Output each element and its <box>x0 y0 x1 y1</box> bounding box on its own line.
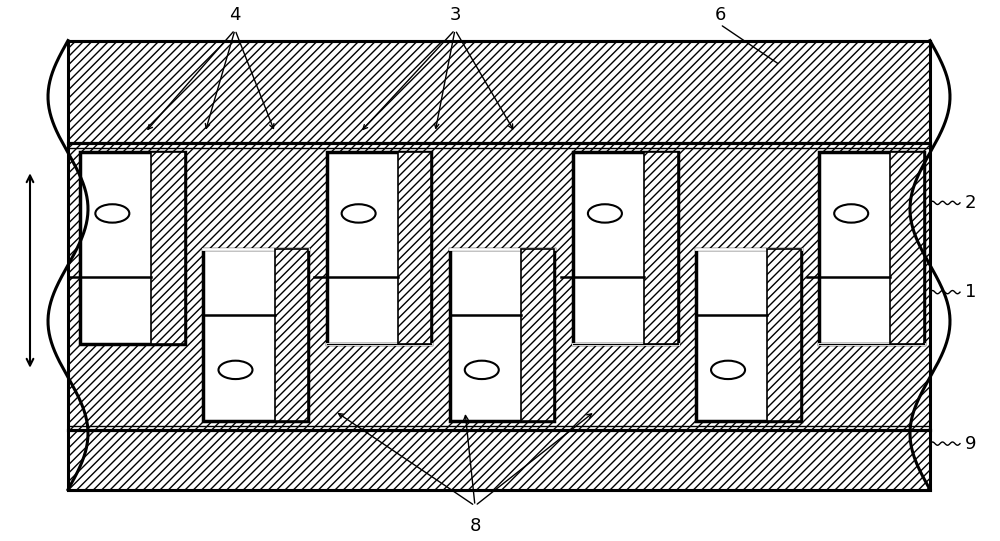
Circle shape <box>342 204 376 223</box>
Bar <box>767 249 801 421</box>
Text: 1: 1 <box>965 283 976 301</box>
Bar <box>151 152 185 344</box>
Circle shape <box>465 361 499 379</box>
Text: 6: 6 <box>714 6 726 24</box>
Circle shape <box>588 204 622 223</box>
Bar <box>644 152 678 344</box>
Bar <box>68 143 930 430</box>
Bar <box>573 152 678 344</box>
Text: 4: 4 <box>229 6 241 24</box>
Circle shape <box>834 204 868 223</box>
Bar <box>819 152 924 344</box>
Text: 2: 2 <box>965 194 976 212</box>
Text: 9: 9 <box>965 434 976 453</box>
Text: 3: 3 <box>449 6 461 24</box>
Bar <box>327 152 431 344</box>
Bar <box>203 249 308 421</box>
Bar <box>450 249 554 421</box>
Bar <box>80 152 185 344</box>
Circle shape <box>218 361 252 379</box>
Bar <box>68 41 930 143</box>
Circle shape <box>711 361 745 379</box>
Text: 8: 8 <box>469 517 481 535</box>
Circle shape <box>95 204 129 223</box>
Bar <box>696 249 801 421</box>
Bar <box>275 249 308 421</box>
Bar <box>68 430 930 490</box>
Bar <box>398 152 431 344</box>
Bar <box>890 152 924 344</box>
Bar <box>521 249 554 421</box>
